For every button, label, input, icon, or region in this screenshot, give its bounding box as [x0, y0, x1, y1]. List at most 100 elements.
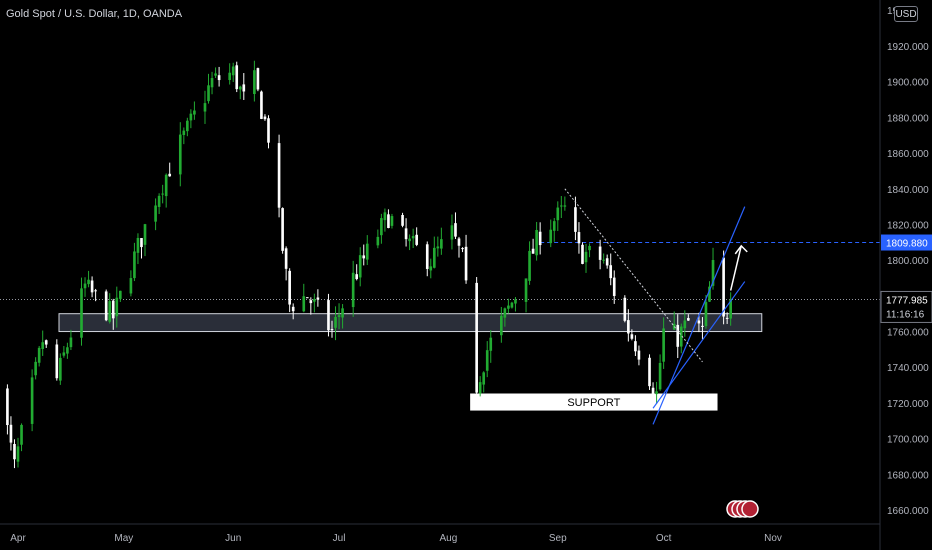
candle-body: [238, 86, 242, 90]
candle-body: [182, 130, 186, 136]
candle-body: [80, 288, 83, 338]
candle-body: [34, 361, 37, 376]
countdown-label: 11:16:16: [886, 309, 925, 320]
candle-body: [380, 218, 383, 236]
candle-body: [302, 296, 306, 312]
candle-body: [584, 251, 588, 263]
candle-body: [627, 320, 630, 334]
candle-body: [535, 229, 538, 256]
candle-body: [722, 257, 725, 317]
candle-body: [305, 297, 309, 299]
candle-body: [408, 238, 411, 242]
candle-body: [482, 372, 486, 385]
candle-body: [337, 315, 341, 317]
time-tick: Oct: [656, 533, 672, 544]
candle-body: [231, 66, 235, 76]
candle-body: [104, 291, 108, 321]
candle-body: [528, 250, 531, 281]
price-tick-partial: 19: [887, 6, 899, 17]
flag-icon[interactable]: [741, 500, 759, 518]
candle-body: [676, 324, 680, 347]
candle-body: [59, 357, 62, 381]
price-tick: 1660.000: [887, 506, 929, 517]
candle-body: [708, 286, 711, 302]
candle-body: [111, 300, 115, 319]
candle-body: [563, 205, 567, 207]
time-tick: Jul: [333, 533, 346, 544]
channel-lower-line[interactable]: [652, 281, 746, 409]
candle-body: [556, 207, 560, 221]
price-tick: 1920.000: [887, 42, 929, 53]
resistance-zone[interactable]: [58, 313, 763, 333]
candle-body: [154, 205, 157, 222]
support-zone[interactable]: [470, 393, 718, 411]
candle-body: [313, 299, 316, 302]
candle-body: [464, 246, 468, 281]
price-tick: 1800.000: [887, 256, 929, 267]
candle-body: [559, 205, 563, 207]
candle-body: [365, 243, 369, 260]
candle-body: [436, 246, 440, 249]
candle-body: [358, 255, 362, 278]
candle-body: [538, 231, 542, 246]
candle-body: [316, 297, 320, 300]
candle-body: [16, 446, 20, 462]
projection-arrow[interactable]: [729, 245, 742, 291]
candle-body: [729, 299, 732, 319]
currency-button[interactable]: USD: [894, 6, 918, 22]
candle-body: [425, 244, 429, 269]
candle-body: [291, 306, 295, 312]
candle-body: [55, 344, 59, 379]
candle-body: [658, 362, 662, 390]
candle-body: [404, 228, 408, 240]
time-tick: Jun: [225, 533, 241, 544]
candle-body: [217, 75, 221, 81]
candle-body: [210, 78, 214, 88]
candle-body: [330, 329, 334, 331]
time-tick: Sep: [549, 533, 567, 544]
candle-body: [20, 424, 23, 445]
price-tick: 1820.000: [887, 220, 929, 231]
candle-body: [655, 391, 658, 395]
candle-body: [602, 259, 605, 261]
candle-body: [552, 221, 556, 231]
time-tick: May: [114, 533, 133, 544]
price-tick: 1740.000: [887, 363, 929, 374]
candle-body: [44, 340, 48, 345]
candle-body: [581, 244, 584, 264]
candle-body: [327, 300, 330, 331]
candle-body: [461, 248, 464, 250]
candle-body: [411, 236, 415, 239]
candle-body: [549, 229, 553, 244]
candle-body: [683, 320, 687, 329]
price-tick: 1720.000: [887, 399, 929, 410]
candle-body: [503, 308, 507, 318]
candle-body: [186, 120, 189, 132]
candle-body: [623, 297, 627, 321]
candle-body: [478, 382, 482, 394]
candle-body: [432, 247, 436, 268]
candle-body: [577, 232, 581, 244]
symbol-title: Gold Spot / U.S. Dollar, 1D, OANDA: [6, 8, 183, 20]
candle-body: [157, 195, 161, 207]
candle-body: [612, 277, 616, 296]
candle-body: [524, 278, 528, 302]
candle-body: [203, 103, 207, 112]
trend-line[interactable]: [564, 188, 703, 363]
price-tick: 1700.000: [887, 435, 929, 446]
candle-body: [662, 328, 665, 362]
candle-body: [267, 118, 270, 143]
candle-body: [256, 68, 260, 90]
candle-body: [457, 238, 461, 246]
candle-body: [679, 326, 683, 347]
candle-body: [143, 224, 147, 245]
candle-body: [485, 350, 489, 371]
candle-body: [284, 248, 288, 269]
candle-body: [83, 283, 87, 289]
candle-body: [637, 350, 641, 360]
candle-body: [178, 134, 182, 175]
candle-body: [9, 424, 13, 443]
candle-body: [94, 290, 97, 292]
candle-body: [450, 225, 454, 240]
